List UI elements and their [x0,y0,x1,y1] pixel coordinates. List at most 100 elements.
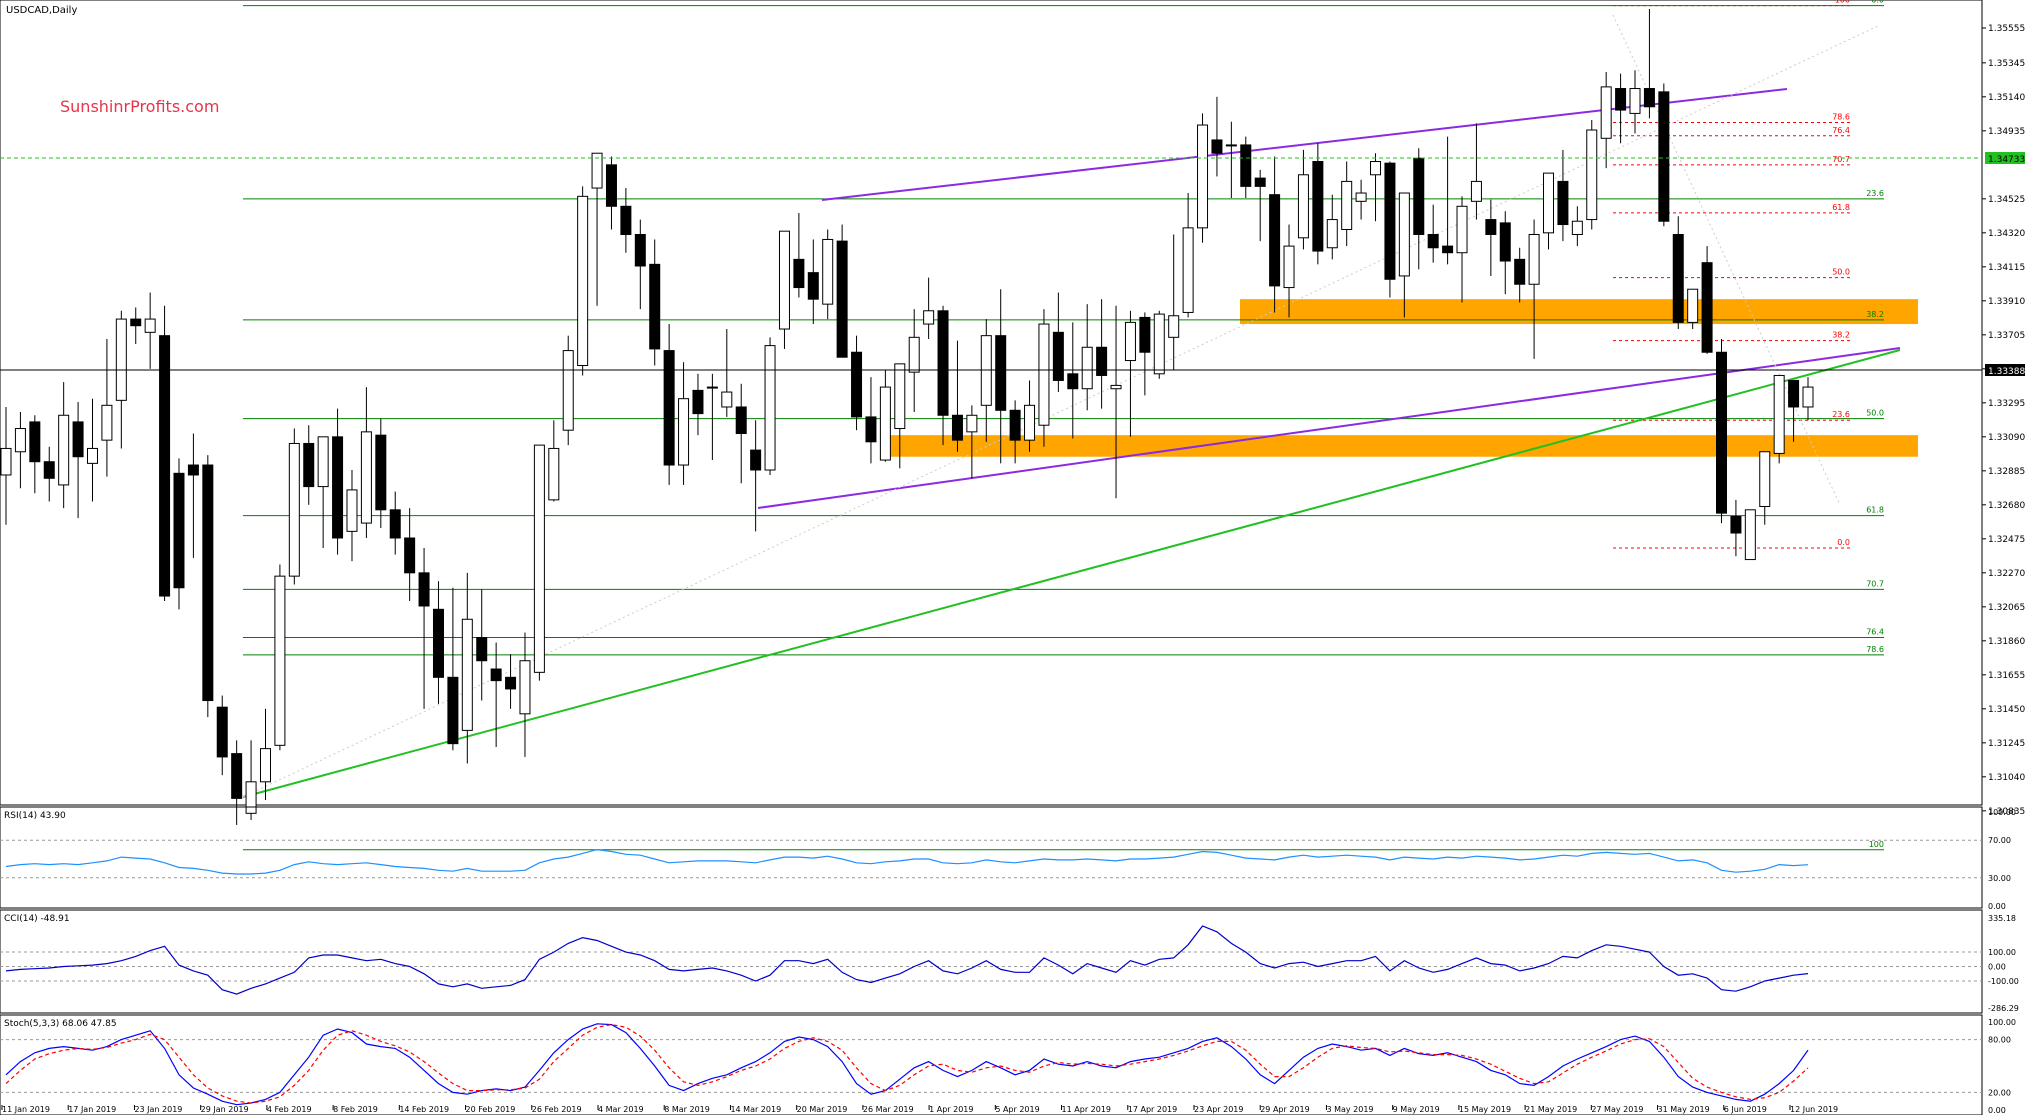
osc-signal-line [5,1023,1809,1104]
candle-down [216,706,228,758]
candle-down [159,335,171,597]
candle-up [1341,180,1353,231]
candle-up [721,391,733,408]
osc-main-line [5,1023,1809,1106]
candle-down [836,240,848,358]
y-tick-label: 1.35140 [1988,93,2025,103]
candle-down [634,233,646,267]
candle-down [130,318,142,327]
candle-up [1773,374,1785,454]
osc-tick-label: 335.18 [1988,914,2016,923]
candle-up [778,230,790,330]
osc-tick-label: 100.00 [1988,1018,2016,1027]
x-tick-label: 17 Jan 2019 [68,1105,116,1114]
watermark: SunshinrProfits.com [60,97,219,116]
candle-up [317,436,329,488]
candle-down [476,637,488,662]
y-tick-label: 1.30835 [1988,807,2025,817]
candle-down [1658,91,1670,222]
candle-up [14,428,26,453]
x-tick-label: 20 Feb 2019 [466,1105,516,1114]
candle-down [1384,162,1396,280]
candle-down [1240,144,1252,187]
fib-red-label: 23.6 [1832,410,1850,419]
candle-down [187,464,199,476]
green-level-label: 1.34733 [1988,155,2025,165]
candle-up [1038,323,1050,426]
candle-down [303,442,315,488]
candle-down [1096,346,1108,376]
y-tick-label: 1.33910 [1988,297,2025,307]
x-tick-label: 5 Apr 2019 [995,1105,1039,1114]
candle-up [1456,205,1468,254]
candle-down [1269,194,1281,287]
candle-down [1615,88,1627,111]
symbol-label: USDCAD,Daily [6,5,77,16]
candle-up [822,238,834,305]
cci-y-axis: 335.18 100.00 0.00 -100.00 -286.29 [1988,914,2019,1013]
candle-down [1427,233,1439,249]
x-tick-label: 1 Apr 2019 [929,1105,973,1114]
candle-down [173,472,185,589]
candle-down [1009,409,1021,441]
stoch-y-axis: 100.00 80.00 20.00 0.00 [1988,1018,2016,1115]
candle-up [1081,346,1093,390]
osc-tick-label: 20.00 [1988,1088,2011,1097]
stoch-plot [0,1023,1982,1106]
price-lines: 1.33388 1.34733 [0,152,2025,377]
candle-up [1470,180,1482,202]
green-level-tag [1985,152,2025,164]
candle-down [43,461,55,479]
candle-down [1499,222,1511,262]
candle-up [86,447,98,464]
candle-down [793,258,805,289]
y-tick-label: 1.33090 [1988,433,2025,443]
candle-up [533,444,545,673]
candle-up [1326,219,1338,249]
candle-down [1514,258,1526,285]
candle-down [375,434,387,511]
candle-up [1744,509,1756,561]
candle-down [735,406,747,435]
fib-green-label: 61.8 [1866,506,1884,515]
candle-up [764,345,776,471]
candle-down [1557,180,1569,226]
x-tick-label: 29 Apr 2019 [1260,1105,1309,1114]
candle-up [591,152,603,189]
candle-up [1528,233,1540,285]
candle-down [649,263,661,350]
candle-down [1067,373,1079,390]
candle-up [0,447,12,476]
candle-up [923,310,935,325]
candle-down [750,449,762,471]
x-tick-label: 26 Feb 2019 [532,1105,582,1114]
x-tick-label: 26 Mar 2019 [863,1105,914,1114]
x-tick-label: 23 Apr 2019 [1194,1105,1243,1114]
x-tick-label: 20 Mar 2019 [797,1105,848,1114]
candle-down [389,509,401,539]
candle-down [692,389,704,415]
x-tick-label: 4 Feb 2019 [267,1105,312,1114]
y-tick-label: 1.34935 [1988,127,2025,137]
candle-down [865,416,877,443]
candle-down [937,310,949,416]
y-tick-label: 1.34525 [1988,195,2025,205]
candle-down [447,676,459,745]
candle-up [879,386,891,461]
candle-down [1413,157,1425,235]
cci-title: CCI(14) -48.91 [4,914,70,924]
candle-up [360,431,372,524]
candle-down [1052,331,1064,381]
support-zone [888,435,1918,457]
channel-upper-line [821,88,1788,201]
candle-up [1571,220,1583,235]
osc-tick-label: 70.00 [1988,836,2011,845]
candle-up [115,318,127,401]
support-zones [888,299,1918,457]
main-y-axis: 1.35555 1.35345 1.35140 1.34935 1.34525 1.343… [1982,24,2025,817]
y-tick-label: 1.33295 [1988,399,2025,409]
candle-down [1211,139,1223,154]
candle-up [966,414,978,433]
candle-up [1687,288,1699,323]
